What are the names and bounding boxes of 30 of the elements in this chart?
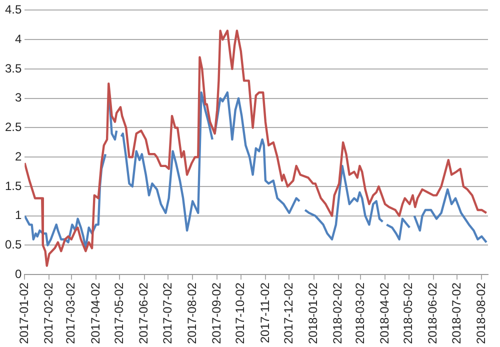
x-tick-label: 2018-07-02	[449, 282, 464, 344]
x-tick-label: 2018-04-02	[377, 282, 392, 344]
y-tick-label: 1.5	[4, 178, 22, 193]
x-tick-label: 2018-06-02	[426, 282, 440, 344]
y-tick-label: 0.5	[4, 238, 22, 252]
x-tick-label: 2018-01-02	[306, 282, 320, 344]
x-tick-label: 2017-07-02	[160, 282, 174, 344]
x-tick-label: 2017-03-02	[64, 282, 78, 344]
x-tick-label: 2017-10-02	[233, 282, 248, 344]
x-tick-label: 2017-05-02	[112, 282, 126, 344]
x-tick-label: 2017-02-02	[42, 282, 56, 344]
y-tick-label: 4	[14, 32, 22, 46]
y-tick-label: 2.5	[4, 120, 22, 134]
x-tick-label: 2018-05-02	[401, 282, 416, 344]
x-tick-label: 2017-09-02	[209, 282, 224, 344]
x-tick-label: 2018-08-02	[474, 282, 488, 344]
x-tick-label: 2017-11-02	[258, 282, 272, 344]
x-tick-label: 2017-12-02	[282, 282, 296, 344]
y-tick-label: 3	[14, 90, 22, 105]
x-tick-label: 2018-03-02	[352, 282, 367, 344]
y-tick-label: 2	[14, 149, 22, 164]
x-tick-label: 2017-06-02	[136, 282, 151, 344]
y-tick-label: 1	[14, 208, 22, 222]
y-tick-label: 0	[14, 266, 22, 281]
y-tick-label: 3.5	[4, 61, 22, 76]
x-tick-label: 2017-04-02	[88, 282, 102, 344]
y-tick-label: 4.5	[4, 2, 22, 17]
x-tick-label: 2017-08-02	[184, 282, 199, 344]
x-tick-label: 2017-01-02	[16, 282, 31, 344]
x-tick-label: 2018-02-02	[330, 282, 345, 344]
